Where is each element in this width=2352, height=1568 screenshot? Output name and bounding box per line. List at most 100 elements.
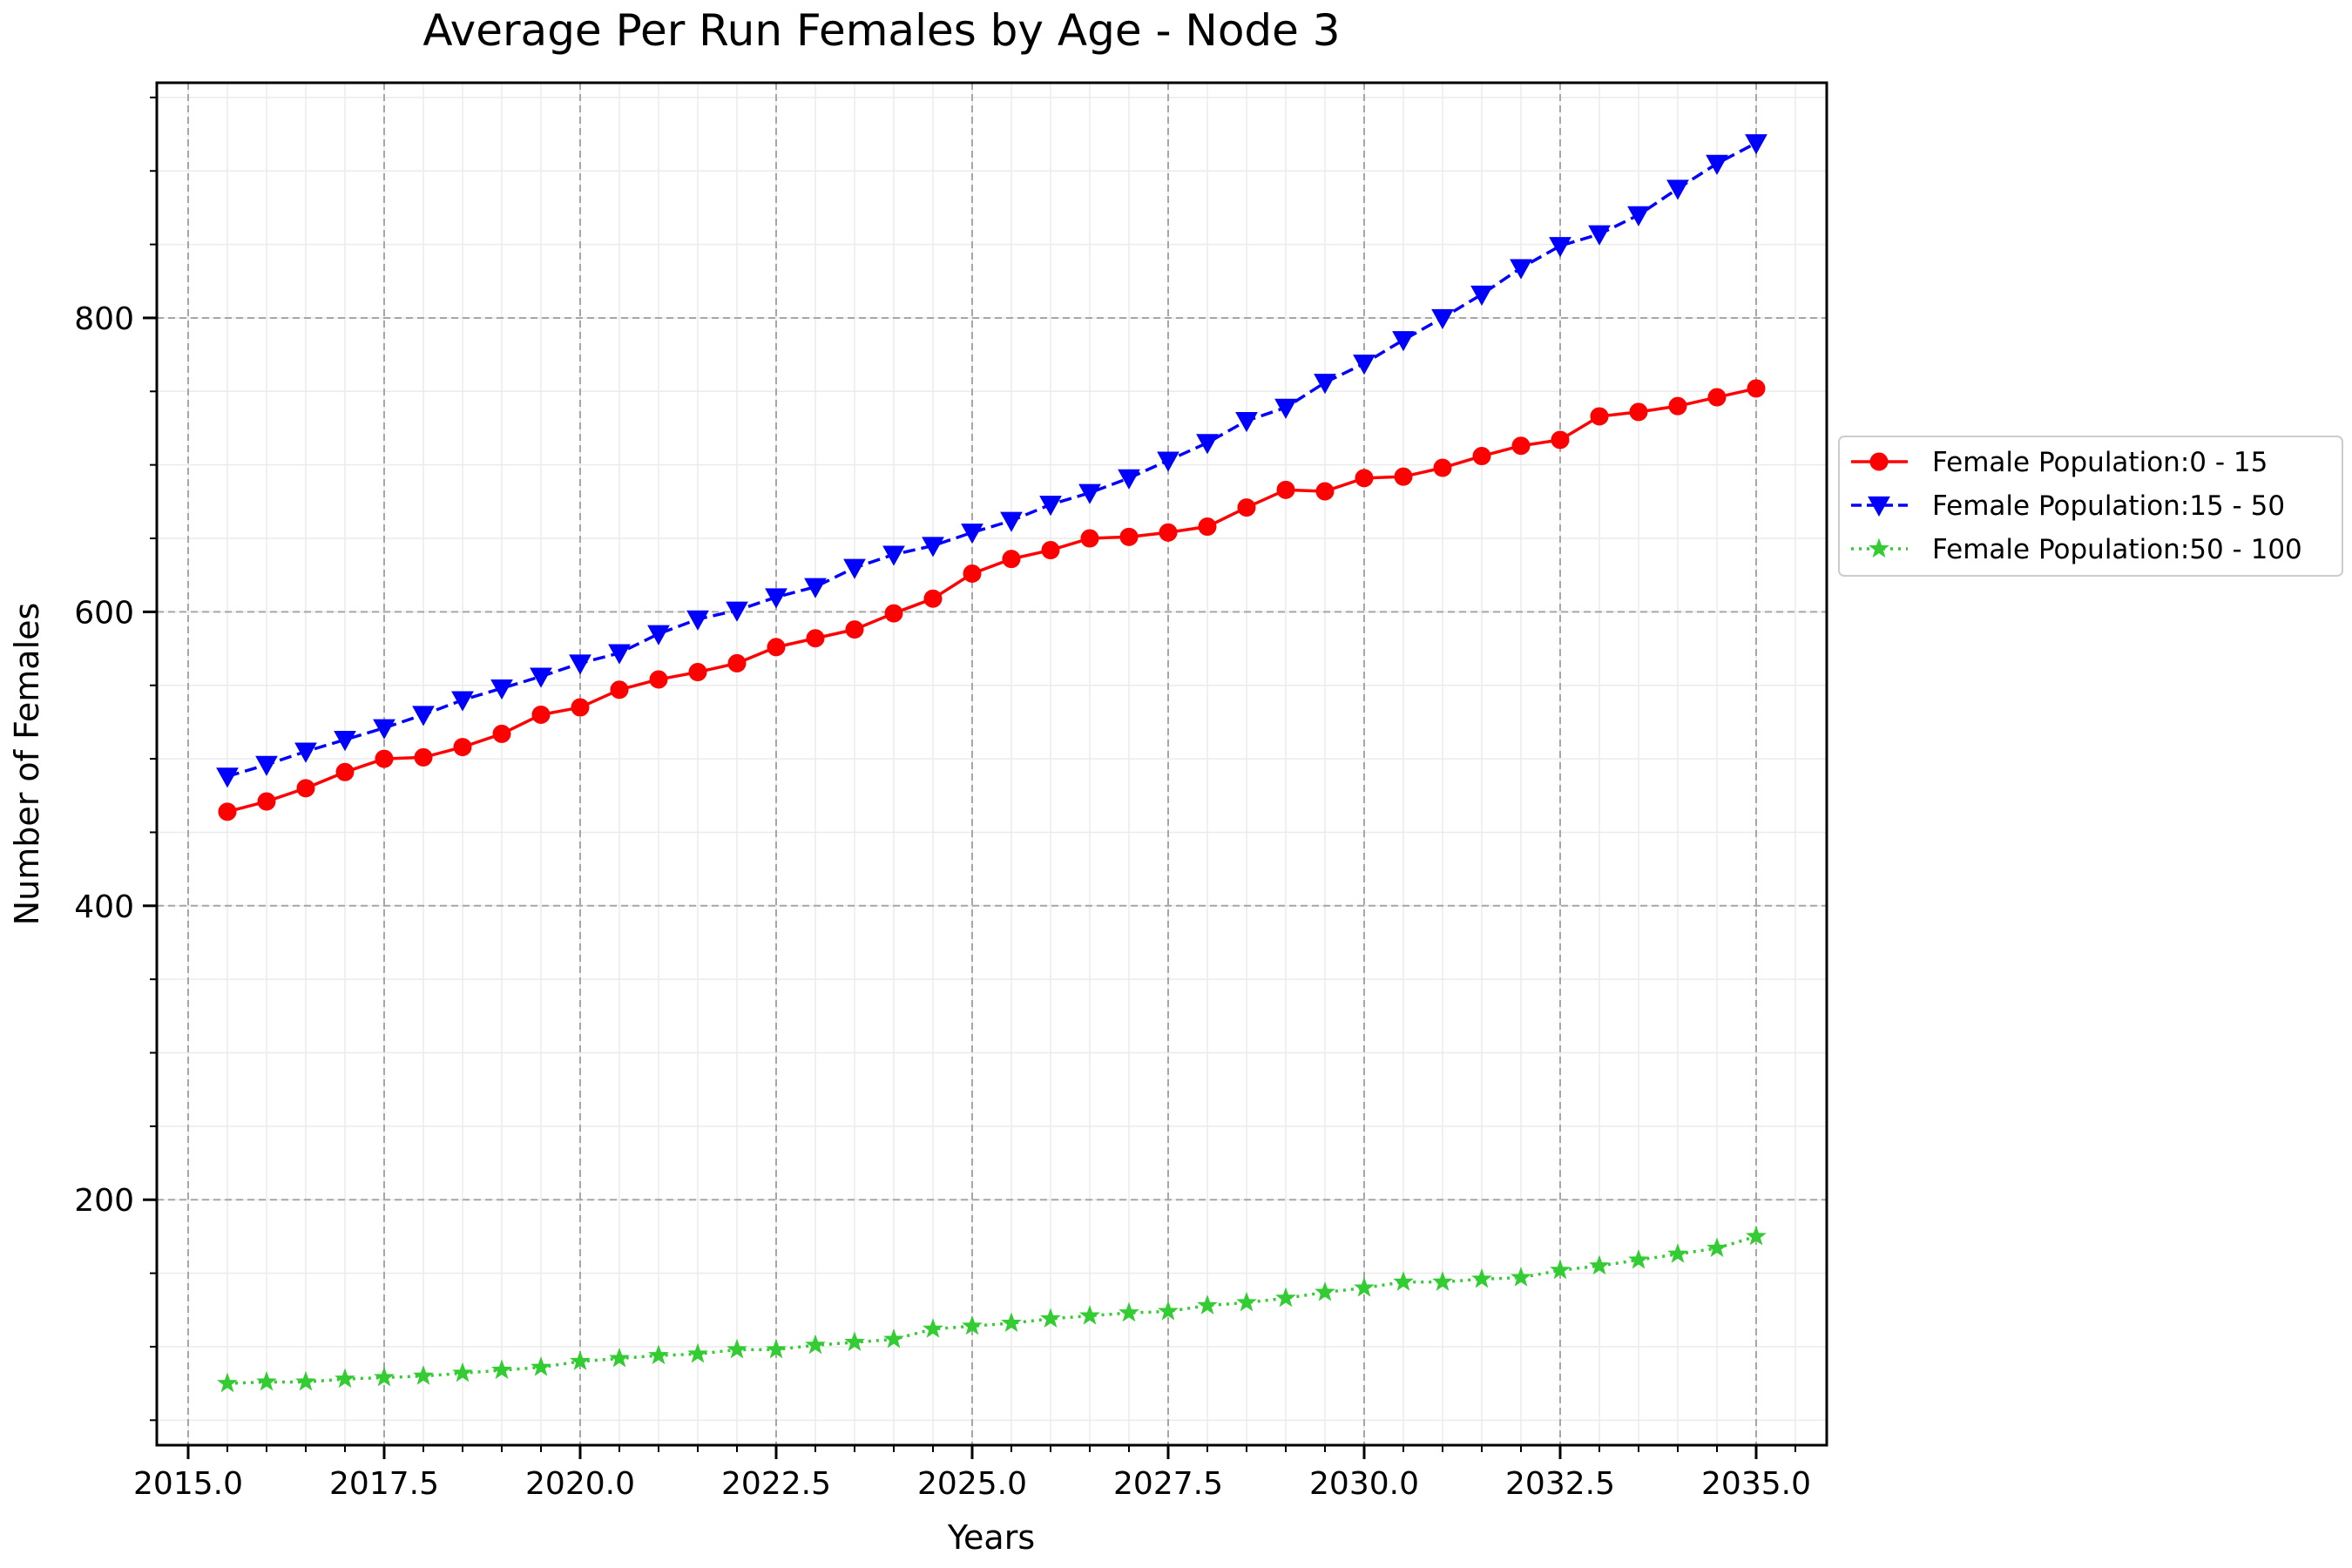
data-point xyxy=(256,1370,277,1391)
data-point xyxy=(1196,434,1219,455)
data-point xyxy=(569,654,591,675)
legend-label: Female Population:0 - 15 xyxy=(1932,447,2268,478)
x-tick-label: 2032.5 xyxy=(1505,1466,1615,1502)
data-point xyxy=(766,1338,787,1359)
data-point xyxy=(1118,469,1140,490)
data-point xyxy=(961,524,983,544)
data-point xyxy=(1471,1267,1492,1288)
data-point xyxy=(492,724,511,743)
data-point xyxy=(610,680,629,700)
data-point xyxy=(1041,541,1060,560)
legend-item-2: Female Population:15 - 50 xyxy=(1851,490,2285,522)
data-point xyxy=(1079,1305,1100,1325)
data-point xyxy=(1589,1254,1610,1275)
data-point xyxy=(1315,1281,1335,1301)
data-point xyxy=(1039,496,1062,517)
data-point xyxy=(1276,480,1295,499)
legend-marker xyxy=(1869,537,1889,558)
data-point xyxy=(1002,550,1021,569)
data-point xyxy=(1274,398,1297,419)
x-tick-label: 2030.0 xyxy=(1309,1466,1419,1502)
data-point xyxy=(257,792,276,811)
data-point xyxy=(1394,467,1413,486)
data-point xyxy=(1354,1276,1375,1297)
data-point xyxy=(531,705,551,724)
data-point xyxy=(570,1350,591,1370)
x-tick-label: 2027.5 xyxy=(1113,1466,1223,1502)
data-point xyxy=(884,604,903,623)
x-tick-label: 2017.5 xyxy=(329,1466,439,1502)
data-point xyxy=(882,545,905,566)
data-point xyxy=(1511,1267,1531,1287)
data-point xyxy=(1157,451,1179,472)
data-point xyxy=(688,663,707,682)
data-point xyxy=(647,625,670,645)
data-point xyxy=(491,1359,512,1380)
data-point xyxy=(216,767,239,788)
data-point xyxy=(804,578,827,598)
legend-marker xyxy=(1869,452,1889,471)
data-point xyxy=(1355,469,1374,488)
data-point xyxy=(963,564,982,584)
data-point xyxy=(1549,237,1571,258)
data-point xyxy=(255,755,278,776)
data-point xyxy=(374,1366,395,1387)
data-point xyxy=(414,747,433,767)
plot-frame xyxy=(155,81,1828,1447)
data-point xyxy=(531,1356,551,1376)
legend-label: Female Population:50 - 100 xyxy=(1932,534,2302,565)
data-point xyxy=(1668,396,1687,416)
grid xyxy=(157,83,1827,1445)
data-point xyxy=(1432,1271,1453,1291)
data-point xyxy=(334,731,356,752)
y-tick-label: 600 xyxy=(74,595,134,631)
data-point xyxy=(1745,134,1767,155)
legend-item-3: Female Population:50 - 100 xyxy=(1851,534,2302,565)
data-point xyxy=(335,762,355,781)
data-point xyxy=(1746,1225,1767,1246)
data-point xyxy=(1235,411,1258,433)
data-point xyxy=(1315,482,1335,501)
data-point xyxy=(530,667,552,688)
data-point xyxy=(1353,355,1375,375)
data-point xyxy=(490,679,513,700)
x-tick-label: 2020.0 xyxy=(525,1466,635,1502)
data-point xyxy=(727,1338,747,1359)
data-point xyxy=(375,749,394,768)
y-axis-label: Number of Females xyxy=(8,603,46,926)
x-axis-label: Years xyxy=(947,1518,1035,1557)
data-point xyxy=(1666,179,1689,200)
data-point xyxy=(845,620,864,639)
data-point xyxy=(1551,430,1570,449)
data-point xyxy=(1078,483,1101,504)
legend-item-1: Female Population:0 - 15 xyxy=(1851,447,2268,478)
data-point xyxy=(648,1344,669,1365)
data-point xyxy=(1040,1308,1061,1328)
series-line xyxy=(226,141,1757,779)
data-point xyxy=(1470,285,1493,306)
data-point xyxy=(452,1362,473,1382)
data-point xyxy=(922,537,944,558)
data-point xyxy=(294,742,317,763)
axis-ticks: 2015.0 2017.5 2020.0 2022.5 2025.0 2027.5 2030… xyxy=(74,96,1811,1502)
chart-title: Average Per Run Females by Age - Node 3 xyxy=(422,5,1340,56)
x-tick-label: 2025.0 xyxy=(917,1466,1027,1502)
data-point xyxy=(1275,1287,1296,1308)
data-point xyxy=(451,691,474,712)
data-point xyxy=(805,1334,826,1355)
legend-label: Female Population:15 - 50 xyxy=(1932,490,2285,522)
x-tick-label: 2022.5 xyxy=(721,1466,831,1502)
data-point xyxy=(217,1372,238,1393)
data-point xyxy=(335,1368,355,1389)
series-group xyxy=(216,134,1767,1393)
data-point xyxy=(1590,407,1609,426)
data-point xyxy=(413,1365,434,1385)
data-point xyxy=(1000,511,1023,532)
data-point xyxy=(412,706,435,727)
data-point xyxy=(1510,259,1532,280)
data-point xyxy=(1237,498,1256,517)
data-point xyxy=(1001,1312,1022,1333)
data-point xyxy=(767,638,786,657)
data-point xyxy=(1628,1248,1649,1269)
data-point xyxy=(765,588,787,609)
